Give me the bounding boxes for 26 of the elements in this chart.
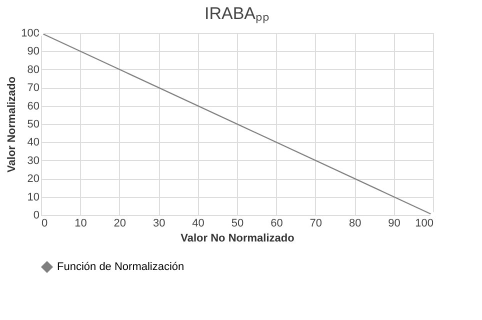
x-tick-label: 80 bbox=[348, 218, 362, 230]
x-tick-label: 0 bbox=[42, 218, 48, 230]
y-tick-label: 90 bbox=[27, 46, 40, 58]
x-tick-label: 90 bbox=[388, 218, 400, 230]
y-tick-label: 50 bbox=[27, 118, 40, 130]
y-tick-label: 80 bbox=[27, 64, 40, 76]
x-tick-label: 50 bbox=[231, 218, 244, 230]
x-tick-label: 10 bbox=[74, 218, 87, 230]
y-axis-title: Valor Normalizado bbox=[6, 76, 18, 172]
x-axis-title: Valor No Normalizado bbox=[180, 232, 295, 244]
chart-title: IRABAₚₚ bbox=[204, 4, 270, 24]
y-tick-label: 20 bbox=[27, 173, 40, 186]
y-tick-label: 30 bbox=[27, 154, 40, 167]
x-tick-label: 60 bbox=[270, 218, 283, 230]
y-tick-label: 100 bbox=[21, 28, 40, 40]
y-tick-label: 70 bbox=[27, 82, 40, 94]
y-tick-label: 40 bbox=[27, 136, 40, 149]
legend-label: Función de Normalización bbox=[57, 261, 184, 273]
x-tick-label: 40 bbox=[192, 218, 204, 230]
y-tick-label: 0 bbox=[33, 210, 40, 222]
x-tick-label: 100 bbox=[415, 218, 434, 230]
y-tick-label: 10 bbox=[27, 191, 40, 204]
x-tick-label: 70 bbox=[310, 218, 322, 230]
x-tick-label: 20 bbox=[114, 218, 126, 230]
y-tick-label: 60 bbox=[27, 100, 40, 112]
x-tick-label: 30 bbox=[152, 218, 166, 230]
